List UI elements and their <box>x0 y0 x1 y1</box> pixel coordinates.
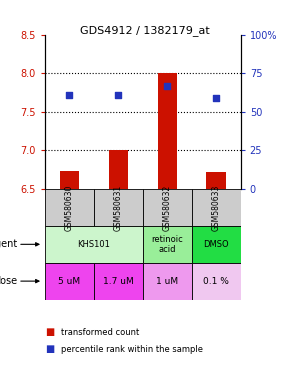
Bar <box>192 226 241 263</box>
Text: 5 uM: 5 uM <box>58 276 81 286</box>
Text: GSM580633: GSM580633 <box>212 184 221 231</box>
Text: GDS4912 / 1382179_at: GDS4912 / 1382179_at <box>80 25 210 36</box>
Bar <box>60 171 79 189</box>
Bar <box>94 189 143 226</box>
Point <box>165 83 170 89</box>
Text: ■: ■ <box>45 344 54 354</box>
Text: KHS101: KHS101 <box>77 240 110 249</box>
Text: percentile rank within the sample: percentile rank within the sample <box>61 345 203 354</box>
Bar <box>157 73 177 189</box>
Point <box>214 95 219 101</box>
Text: 1.7 uM: 1.7 uM <box>103 276 134 286</box>
Point <box>116 92 121 98</box>
Text: transformed count: transformed count <box>61 328 139 337</box>
Bar <box>45 189 94 226</box>
Point <box>67 92 72 98</box>
Bar <box>192 263 241 300</box>
Bar <box>143 226 192 263</box>
Text: GSM580631: GSM580631 <box>114 184 123 231</box>
Bar <box>143 189 192 226</box>
Bar <box>94 263 143 300</box>
Text: DMSO: DMSO <box>203 240 229 249</box>
Text: GSM580632: GSM580632 <box>163 184 172 231</box>
Bar <box>45 263 94 300</box>
Text: 0.1 %: 0.1 % <box>203 276 229 286</box>
Text: retinoic
acid: retinoic acid <box>151 235 183 254</box>
Bar <box>143 263 192 300</box>
Bar <box>192 189 241 226</box>
Text: ■: ■ <box>45 327 54 337</box>
Bar <box>206 172 226 189</box>
Text: dose: dose <box>0 276 18 286</box>
Text: 1 uM: 1 uM <box>156 276 178 286</box>
Bar <box>45 226 143 263</box>
Bar <box>108 151 128 189</box>
Text: GSM580630: GSM580630 <box>65 184 74 231</box>
Text: agent: agent <box>0 239 18 249</box>
